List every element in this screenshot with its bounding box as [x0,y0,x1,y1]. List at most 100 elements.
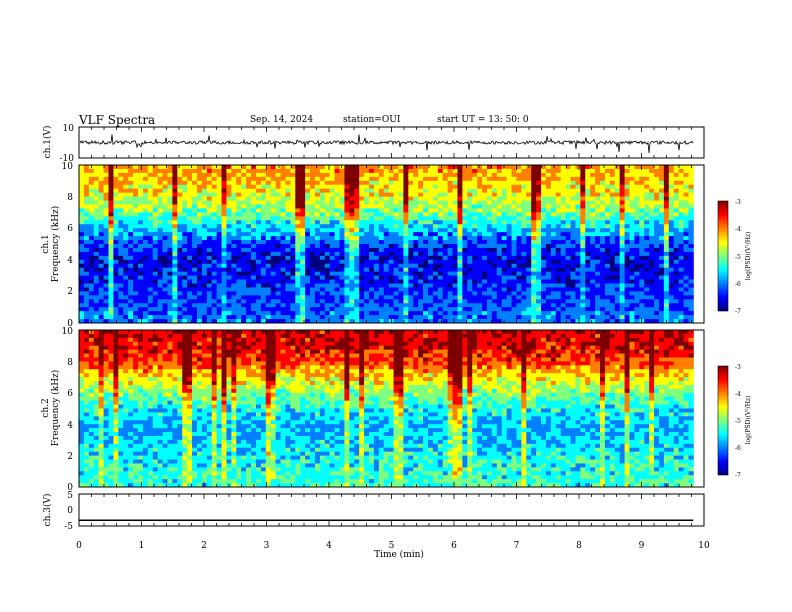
spectrogram-cell [162,184,168,190]
spectrogram-cell [236,255,242,261]
spectrogram-cell [270,220,277,225]
spectrogram-cell [133,307,139,312]
spectrogram-cell [388,192,394,197]
spectrogram-cell [649,172,655,178]
spectrogram-cell [550,212,557,217]
spectrogram-cell [359,247,365,253]
spectrogram-cell [644,311,650,316]
spectrogram-cell [383,232,390,237]
spectrogram-cell [452,180,458,186]
spectrogram-cell [226,232,232,237]
spectrogram-cell [172,303,178,308]
spectrogram-cell [93,176,100,182]
spectrogram-cell [403,224,409,229]
spectrogram-cell [133,259,139,265]
spectrogram-cell [201,228,208,233]
spectrogram-cell [388,263,394,269]
spectrogram-cell [462,192,468,197]
spectrogram-cell [565,247,571,253]
spectrogram-cell [177,287,183,292]
spectrogram-cell [590,236,596,241]
spectrogram-cell [408,220,414,225]
spectrogram-cell [88,172,95,178]
spectrogram-cell [231,307,237,312]
spectrogram-cell [619,244,625,249]
spectrogram-cell [128,311,134,316]
spectrogram-cell [123,196,129,201]
spectrogram-cell [658,279,665,284]
spectrogram-cell [580,228,586,233]
spectrogram-cell [192,259,198,265]
spectrogram-cell [477,275,483,280]
spectrogram-cell [270,184,277,190]
spectrogram-cell [83,228,90,233]
spectrogram-cell [231,232,237,237]
spectrogram-cell [88,220,95,225]
spectrogram-cell [452,247,458,253]
spectrogram-cell [83,263,90,269]
spectrogram-cell [658,165,665,170]
spectrogram-cell [614,259,621,265]
spectrogram-cell [506,196,512,201]
spectrogram-cell [521,232,527,237]
spectrogram-cell [187,216,193,221]
spectrogram-cell [408,228,414,233]
spectrogram-cell [482,251,488,257]
spectrogram-cell [354,267,360,273]
spectrogram-cell [128,236,134,241]
spectrogram-cell [619,255,625,261]
spectrogram-cell [516,255,522,261]
spectrogram-cell [521,172,527,178]
spectrogram-cell [236,267,242,273]
spectrogram-cell [398,188,404,194]
spectrogram-cell [226,295,232,300]
spectrogram-cell [118,176,124,182]
spectrogram-cell [211,165,218,170]
spectrogram-cell [344,208,350,213]
spectrogram-cell [329,168,335,174]
spectrogram-cell [211,236,218,241]
spectrogram-cell [103,259,109,265]
spectrogram-cell [344,251,350,257]
spectrogram-cell [580,168,586,174]
spectrogram-cell [437,283,444,288]
spectrogram-cell [368,259,375,265]
spectrogram-cell [142,283,149,288]
spectrogram-cell [241,244,247,249]
spectrogram-cell [329,263,335,269]
spectrogram-cell [211,247,218,253]
spectrogram-cell [182,283,188,288]
spectrogram-cell [408,192,414,197]
spectrogram-cell [349,220,355,225]
spectrogram-cell [688,275,694,280]
spectrogram-cell [614,172,621,178]
spectrogram-cell [79,204,85,209]
spectrogram-cell [128,188,134,194]
spectrogram-cell [221,295,227,300]
spectrogram-cell [570,251,576,257]
spectrogram-cell [403,291,409,296]
spectrogram-cell [609,220,616,225]
spectrogram-cell [447,168,453,174]
spectrogram-cell [432,176,439,182]
spectrogram-cell [137,279,144,284]
spectrogram-cell [472,204,478,209]
spectrogram-cell [113,204,119,209]
spectrogram-cell [285,271,291,276]
spectrogram-cell [339,165,345,170]
spectrogram-cell [334,232,340,237]
spectrogram-cell [565,251,571,257]
spectrogram-cell [447,236,453,241]
spectrogram-cell [418,291,424,296]
spectrogram-cell [103,307,109,312]
spectrogram-cell [216,259,222,265]
spectrogram-cell [285,216,291,221]
spectrogram-cell [305,311,311,316]
spectrogram-cell [334,204,340,209]
spectrogram-cell [201,307,208,312]
spectrogram-cell [590,279,596,284]
spectrogram-cell [118,212,124,217]
spectrogram-cell [511,216,517,221]
spectrogram-cell [678,165,684,170]
spectrogram-cell [634,291,640,296]
